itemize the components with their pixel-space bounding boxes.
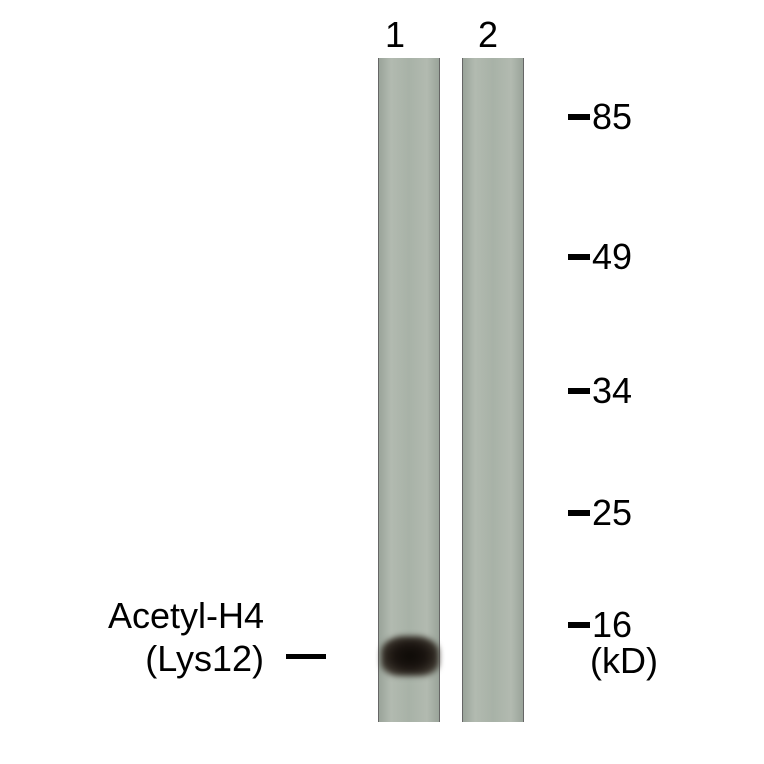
marker-dash-icon xyxy=(568,388,590,394)
marker-34: 34 xyxy=(568,370,632,412)
antibody-line2: (Lys12) xyxy=(20,637,264,680)
lane-1-label: 1 xyxy=(385,14,405,56)
marker-dash-icon xyxy=(568,114,590,120)
marker-value: 25 xyxy=(592,492,632,534)
antibody-label: Acetyl-H4 (Lys12) xyxy=(20,594,264,680)
lane-1 xyxy=(378,58,440,722)
marker-49: 49 xyxy=(568,236,632,278)
marker-dash-icon xyxy=(568,254,590,260)
marker-dash-icon xyxy=(568,622,590,628)
unit-label: (kD) xyxy=(590,640,658,682)
western-blot-figure: 1 2 85 49 34 25 16 (kD) Acetyl-H4 (Lys12… xyxy=(0,0,764,764)
marker-85: 85 xyxy=(568,96,632,138)
antibody-line1: Acetyl-H4 xyxy=(20,594,264,637)
marker-value: 34 xyxy=(592,370,632,412)
lane-2-label: 2 xyxy=(478,14,498,56)
marker-25: 25 xyxy=(568,492,632,534)
band-indicator-icon xyxy=(286,654,326,659)
marker-value: 85 xyxy=(592,96,632,138)
protein-band xyxy=(381,636,439,676)
lane-2 xyxy=(462,58,524,722)
marker-dash-icon xyxy=(568,510,590,516)
marker-value: 49 xyxy=(592,236,632,278)
